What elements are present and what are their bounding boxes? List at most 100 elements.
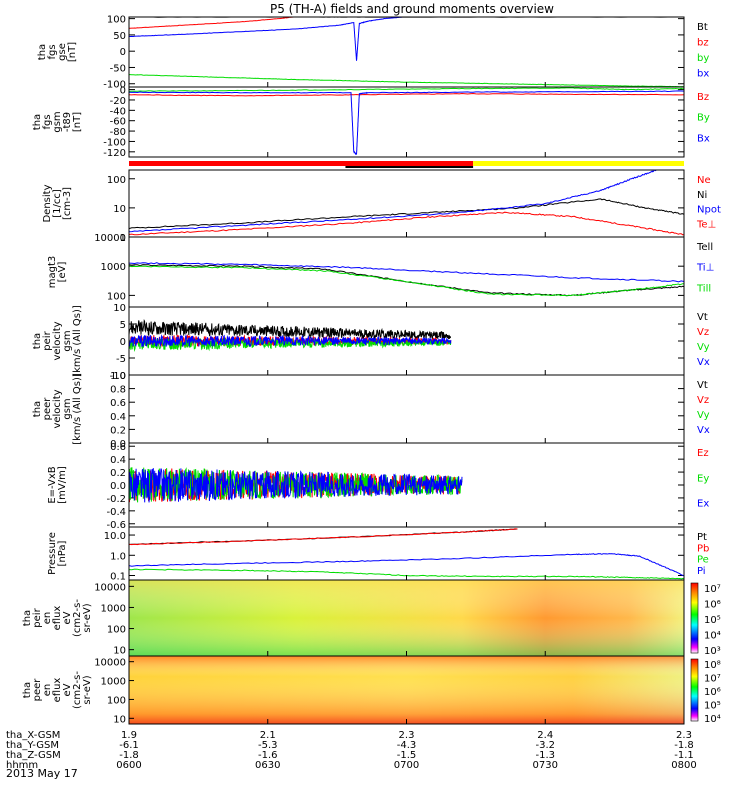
series-Npot: [128, 169, 657, 233]
ytick-label: 10: [113, 303, 126, 314]
legend-Ne: Ne: [697, 175, 711, 186]
colorbar-label: 10⁷: [704, 674, 721, 685]
date-label: 2013 May 17: [6, 767, 78, 780]
legend-Vt: Vt: [697, 380, 708, 391]
ytick-label: 1.0: [110, 371, 126, 382]
xaxis-value: -1.1: [674, 750, 694, 761]
ytick-label: -40: [110, 106, 126, 117]
legend-Pi: Pi: [697, 566, 706, 577]
xaxis-value: -4.3: [397, 740, 417, 751]
mode-bar-segment: [473, 161, 684, 166]
ytick-label: 100: [107, 695, 126, 706]
series-Ne: [128, 211, 684, 236]
legend-Bz: Bz: [697, 92, 709, 103]
ytick-label: -0.6: [106, 520, 126, 531]
series-Pe: [128, 568, 685, 580]
ytick-label: 100: [107, 291, 126, 302]
ytick-label: -60: [110, 117, 126, 128]
ytick-label: 10.0: [104, 531, 126, 542]
xaxis-value: 2.1: [260, 730, 276, 741]
xaxis-value: 0700: [394, 760, 419, 771]
ytick-label: 0.4: [110, 455, 126, 466]
ylabel: thapeervelocitygsm[km/s (All Qs)]: [32, 373, 83, 445]
ytick-label: 0: [120, 337, 126, 348]
colorbar-label: 10⁴: [704, 631, 721, 642]
xaxis-value: 0800: [671, 760, 696, 771]
series-Ti⊥: [128, 262, 685, 283]
xaxis-row-label: tha_Y-GSM: [6, 740, 59, 751]
legend-Vz: Vz: [697, 395, 709, 406]
colorbar-label: 10⁶: [704, 687, 721, 698]
ytick-label: -120: [103, 148, 126, 159]
ytick-label: 0.6: [110, 398, 126, 409]
ytick-label: 1.0: [110, 551, 126, 562]
series-Till: [128, 265, 685, 297]
series-bx: [128, 16, 407, 61]
ytick-label: 0.0: [110, 481, 126, 492]
legend-Vx: Vx: [697, 425, 710, 436]
ylabel: Density[1/cc][cm-3]: [42, 184, 73, 222]
legend-Bx: Bx: [697, 133, 710, 144]
ytick-label: 1000: [101, 262, 126, 273]
legend-Ez: Ez: [697, 448, 709, 459]
ytick-label: 10000: [94, 233, 126, 244]
legend-Ti⊥: Ti⊥: [696, 263, 714, 274]
legend-Tell: Tell: [696, 242, 713, 253]
colorbar-label: 10⁶: [704, 600, 721, 611]
xaxis-value: -5.3: [258, 740, 278, 751]
legend-bz: bz: [697, 38, 709, 49]
xaxis-row-label: tha_Z-GSM: [6, 750, 61, 761]
panels: 100500-50-100Btbzbybxthafgsgse[nT]0-20-4…: [22, 15, 721, 726]
ytick-label: 0.1: [110, 572, 126, 583]
xaxis-value: 2.4: [537, 730, 553, 741]
spectrogram-shading: [129, 656, 684, 724]
series-Vx: [128, 334, 452, 348]
ylabel: thapeirvelocitygsm[km/s (All Qs)]: [32, 305, 83, 377]
ylabel: thapeirenefluxeV(cm2-s-sr-eV): [22, 599, 93, 637]
xaxis-value: -1.8: [674, 740, 694, 751]
ytick-label: 10000: [94, 658, 126, 669]
xaxis-value: -6.1: [119, 740, 139, 751]
ytick-label: -100: [103, 80, 126, 91]
ytick-label: 10: [113, 204, 126, 215]
ytick-label: 100: [107, 625, 126, 636]
legend-By: By: [697, 113, 710, 124]
ytick-label: 10: [113, 646, 126, 657]
series-Bz: [128, 92, 685, 97]
panel-peer_velocity: 1.0 0.8 0.6 0.4 0.2 0.0 Vt Vz Vy Vx thapeervelocit…: [32, 371, 710, 450]
xaxis-value: 0730: [533, 760, 558, 771]
colorbar: [690, 582, 699, 654]
legend-Te⊥: Te⊥: [696, 219, 716, 230]
panel-peir_eflux: 10000 1000 100 10 10⁷ 10⁶ 10⁵ 10⁴ 10³ thapeirenef…: [22, 579, 721, 657]
series-By: [128, 87, 685, 92]
series-bz: [128, 16, 296, 29]
xaxis-value: -1.8: [119, 750, 139, 761]
ylabel: thafgsgse[nT]: [37, 42, 78, 62]
panel-density: 100 10 1 Ne Ni Npot Te⊥ Density[1/cc][cm-3]: [42, 169, 721, 244]
ytick-label: 10000: [94, 582, 126, 593]
plot-title: P5 (TH-A) fields and ground moments over…: [270, 2, 554, 16]
legend-Vx: Vx: [697, 357, 710, 368]
legend-Ex: Ex: [697, 499, 709, 510]
panel-efield: 0.6 0.4 0.2 0.0 -0.2 -0.4 -0.6 Ez Ey Ex E=-VxB[mV/…: [47, 442, 709, 531]
legend-Pe: Pe: [697, 555, 709, 566]
legend-bx: bx: [697, 69, 709, 80]
xaxis-value: -3.2: [535, 740, 555, 751]
xaxis-value: 0630: [255, 760, 280, 771]
legend-by: by: [697, 53, 709, 64]
colorbar-label: 10⁸: [704, 660, 721, 671]
series-Pi: [128, 553, 685, 576]
ylabel: Pressure[nPa]: [47, 532, 68, 575]
ytick-label: 0.2: [110, 425, 126, 436]
colorbar-label: 10⁷: [704, 584, 721, 595]
ytick-label: 1000: [101, 677, 126, 688]
xaxis-value: -1.5: [397, 750, 417, 761]
ytick-label: 1000: [101, 603, 126, 614]
legend-Ey: Ey: [697, 473, 709, 484]
panel-temperature: 10000 1000 100 Tell Ti⊥ Till magt3[eV]: [47, 233, 714, 308]
colorbar-label: 10⁵: [704, 615, 721, 626]
xaxis-row-label: hhmm: [6, 760, 38, 771]
legend-Pt: Pt: [697, 532, 707, 543]
